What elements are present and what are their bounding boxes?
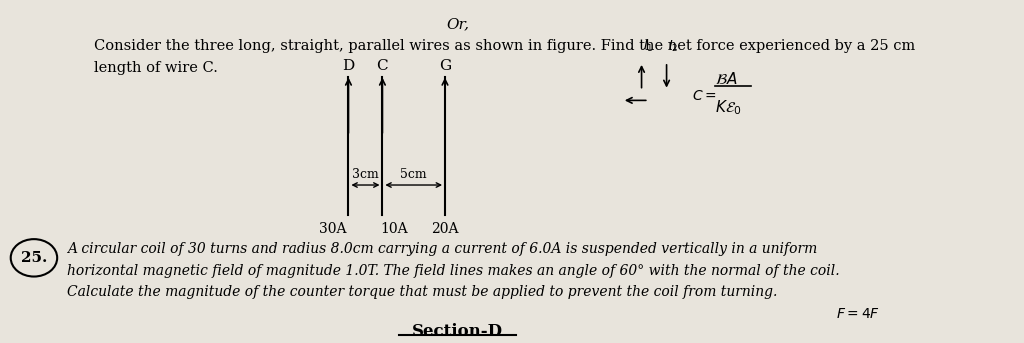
Text: $C=$: $C=$ [692,88,717,103]
Text: $I_2$: $I_2$ [669,39,679,54]
Text: $\mathcal{B}A$: $\mathcal{B}A$ [715,71,737,87]
Text: C: C [377,59,388,73]
Text: horizontal magnetic field of magnitude 1.0T. The field lines makes an angle of 6: horizontal magnetic field of magnitude 1… [67,264,840,278]
Text: 30A: 30A [319,222,347,236]
Text: 10A: 10A [381,222,409,236]
Text: 25.: 25. [20,251,47,265]
Text: A circular coil of 30 turns and radius 8.0cm carrying a current of 6.0A is suspe: A circular coil of 30 turns and radius 8… [67,242,817,256]
Text: length of wire C.: length of wire C. [94,61,218,75]
Text: $F = 4F$: $F = 4F$ [837,307,880,321]
Text: $I_1$: $I_1$ [643,39,653,54]
Text: Consider the three long, straight, parallel wires as shown in figure. Find the n: Consider the three long, straight, paral… [94,39,915,54]
Text: G: G [439,59,452,73]
Text: 3cm: 3cm [352,168,379,181]
Text: D: D [342,59,354,73]
Text: Section-D: Section-D [412,323,503,340]
Text: $K\mathcal{E}_0$: $K\mathcal{E}_0$ [715,98,741,117]
Text: 20A: 20A [431,222,459,236]
Text: Calculate the magnitude of the counter torque that must be applied to prevent th: Calculate the magnitude of the counter t… [67,285,777,299]
Text: 5cm: 5cm [400,168,427,181]
Text: Or,: Or, [446,18,469,32]
